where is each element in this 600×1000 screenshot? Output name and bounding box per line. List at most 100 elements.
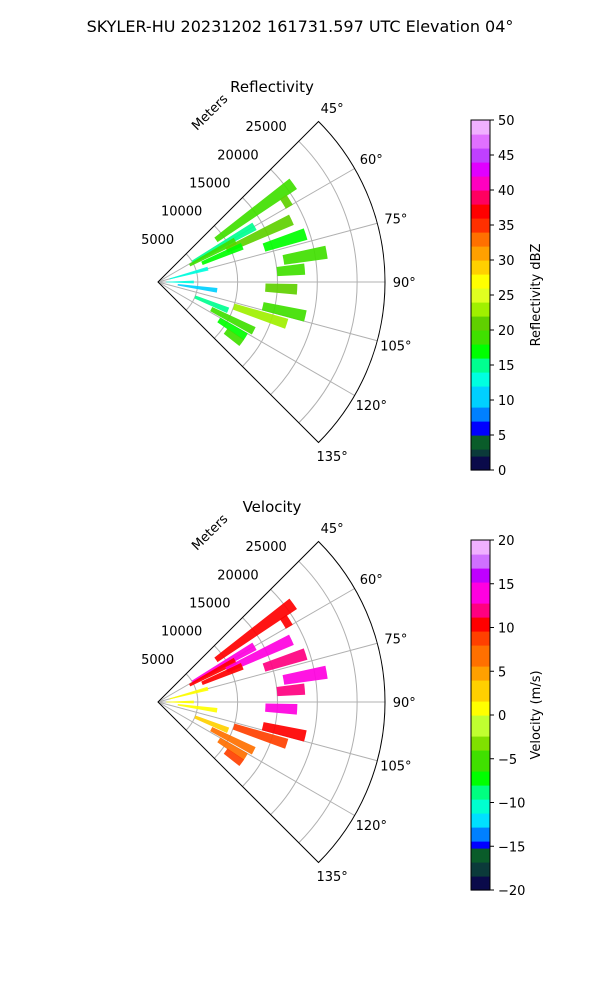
colorbar-tick-label: −5 xyxy=(498,753,517,768)
colorbar-segment xyxy=(471,456,490,464)
colorbar-segment xyxy=(471,540,490,548)
echo-gate xyxy=(165,700,194,704)
colorbar-tick-label: −20 xyxy=(498,884,525,899)
azimuth-tick-label: 60° xyxy=(360,573,383,588)
colorbar-segment xyxy=(471,561,490,569)
azimuth-tick-label: 75° xyxy=(384,212,407,227)
echo-gate xyxy=(279,194,293,209)
colorbar-segment xyxy=(471,400,490,408)
colorbar-segment xyxy=(471,554,490,562)
colorbar-tick-label: 15 xyxy=(498,578,515,593)
colorbar-segment xyxy=(471,183,490,191)
colorbar-tick-label: 45 xyxy=(498,149,515,164)
colorbar-segment xyxy=(471,820,490,828)
colorbar-segment xyxy=(471,708,490,716)
colorbar-segment xyxy=(471,337,490,345)
colorbar-segment xyxy=(471,771,490,779)
figure-suptitle: SKYLER-HU 20231202 161731.597 UTC Elevat… xyxy=(87,17,514,36)
colorbar-segment xyxy=(471,764,490,772)
colorbar-segment xyxy=(471,372,490,380)
range-tick-label: 5000 xyxy=(141,653,174,668)
azimuth-spoke xyxy=(157,281,355,396)
colorbar-segment xyxy=(471,323,490,331)
echo-gate xyxy=(201,663,244,686)
colorbar-segment xyxy=(471,302,490,310)
colorbar-segment xyxy=(471,722,490,730)
radial-axis-label: Meters xyxy=(189,512,231,554)
colorbar-segment xyxy=(471,232,490,240)
colorbar-segment xyxy=(471,778,490,786)
colorbar-segment xyxy=(471,652,490,660)
colorbar-segment xyxy=(471,281,490,289)
range-tick-label: 10000 xyxy=(161,205,202,220)
colorbar-segment xyxy=(471,288,490,296)
azimuth-tick-label: 135° xyxy=(316,870,347,885)
echo-gate xyxy=(165,280,194,284)
echo-gate xyxy=(223,328,245,347)
colorbar-segment xyxy=(471,225,490,233)
range-tick-label: 25000 xyxy=(245,120,286,135)
colorbar-segment xyxy=(471,379,490,387)
azimuth-tick-label: 120° xyxy=(356,399,387,414)
colorbar-segment xyxy=(471,253,490,261)
echo-gate xyxy=(262,648,308,672)
colorbar-segment xyxy=(471,120,490,128)
colorbar-segment xyxy=(471,295,490,303)
colorbar-segment xyxy=(471,197,490,205)
colorbar-segment xyxy=(471,645,490,653)
echo-gate xyxy=(177,704,218,713)
range-tick-label: 15000 xyxy=(189,597,230,612)
sector-outline xyxy=(157,540,386,864)
colorbar-segment xyxy=(471,274,490,282)
colorbar-tick-label: 10 xyxy=(498,394,515,409)
echo-gate xyxy=(201,243,244,266)
colorbar-segment xyxy=(471,687,490,695)
colorbar-segment xyxy=(471,827,490,835)
azimuth-tick-label: 90° xyxy=(393,696,416,711)
colorbar-label: Velocity (m/s) xyxy=(529,670,544,759)
azimuth-tick-label: 105° xyxy=(380,340,411,355)
azimuth-tick-label: 75° xyxy=(384,632,407,647)
colorbar-segment xyxy=(471,638,490,646)
range-tick-label: 15000 xyxy=(189,177,230,192)
colorbar-segment xyxy=(471,190,490,198)
colorbar-segment xyxy=(471,407,490,415)
colorbar-segment xyxy=(471,162,490,170)
echo-gate xyxy=(282,665,328,685)
colorbar-segment xyxy=(471,393,490,401)
echo-gate xyxy=(225,634,294,673)
azimuth-spoke xyxy=(157,588,355,703)
colorbar-segment xyxy=(471,309,490,317)
colorbar-segment xyxy=(471,260,490,268)
colorbar-segment xyxy=(471,414,490,422)
colorbar-segment xyxy=(471,358,490,366)
colorbar-segment xyxy=(471,617,490,625)
colorbar-segment xyxy=(471,757,490,765)
echo-gate xyxy=(276,683,306,697)
colorbar-segment xyxy=(471,729,490,737)
echo-gate xyxy=(210,307,256,335)
colorbar-tick-label: 10 xyxy=(498,622,515,637)
colorbar-segment xyxy=(471,547,490,555)
colorbar-segment xyxy=(471,127,490,135)
echo-gate xyxy=(217,737,248,761)
colorbar-segment xyxy=(471,848,490,856)
echo-gate xyxy=(262,228,308,252)
colorbar-tick-label: −15 xyxy=(498,840,525,855)
azimuth-tick-label: 45° xyxy=(321,522,344,537)
colorbar-label: Reflectivity dBZ xyxy=(529,244,544,347)
colorbar-segment xyxy=(471,582,490,590)
colorbar-tick-label: 40 xyxy=(498,184,515,199)
colorbar-segment xyxy=(471,694,490,702)
colorbar-segment xyxy=(471,134,490,142)
echo-gate xyxy=(169,266,209,280)
azimuth-tick-label: 135° xyxy=(316,450,347,465)
colorbar-segment xyxy=(471,792,490,800)
colorbar-segment xyxy=(471,386,490,394)
colorbar-tick-label: 50 xyxy=(498,114,515,129)
colorbar-segment xyxy=(471,204,490,212)
echo-gate xyxy=(188,657,237,687)
range-tick-label: 20000 xyxy=(217,148,258,163)
colorbar-segment xyxy=(471,596,490,604)
